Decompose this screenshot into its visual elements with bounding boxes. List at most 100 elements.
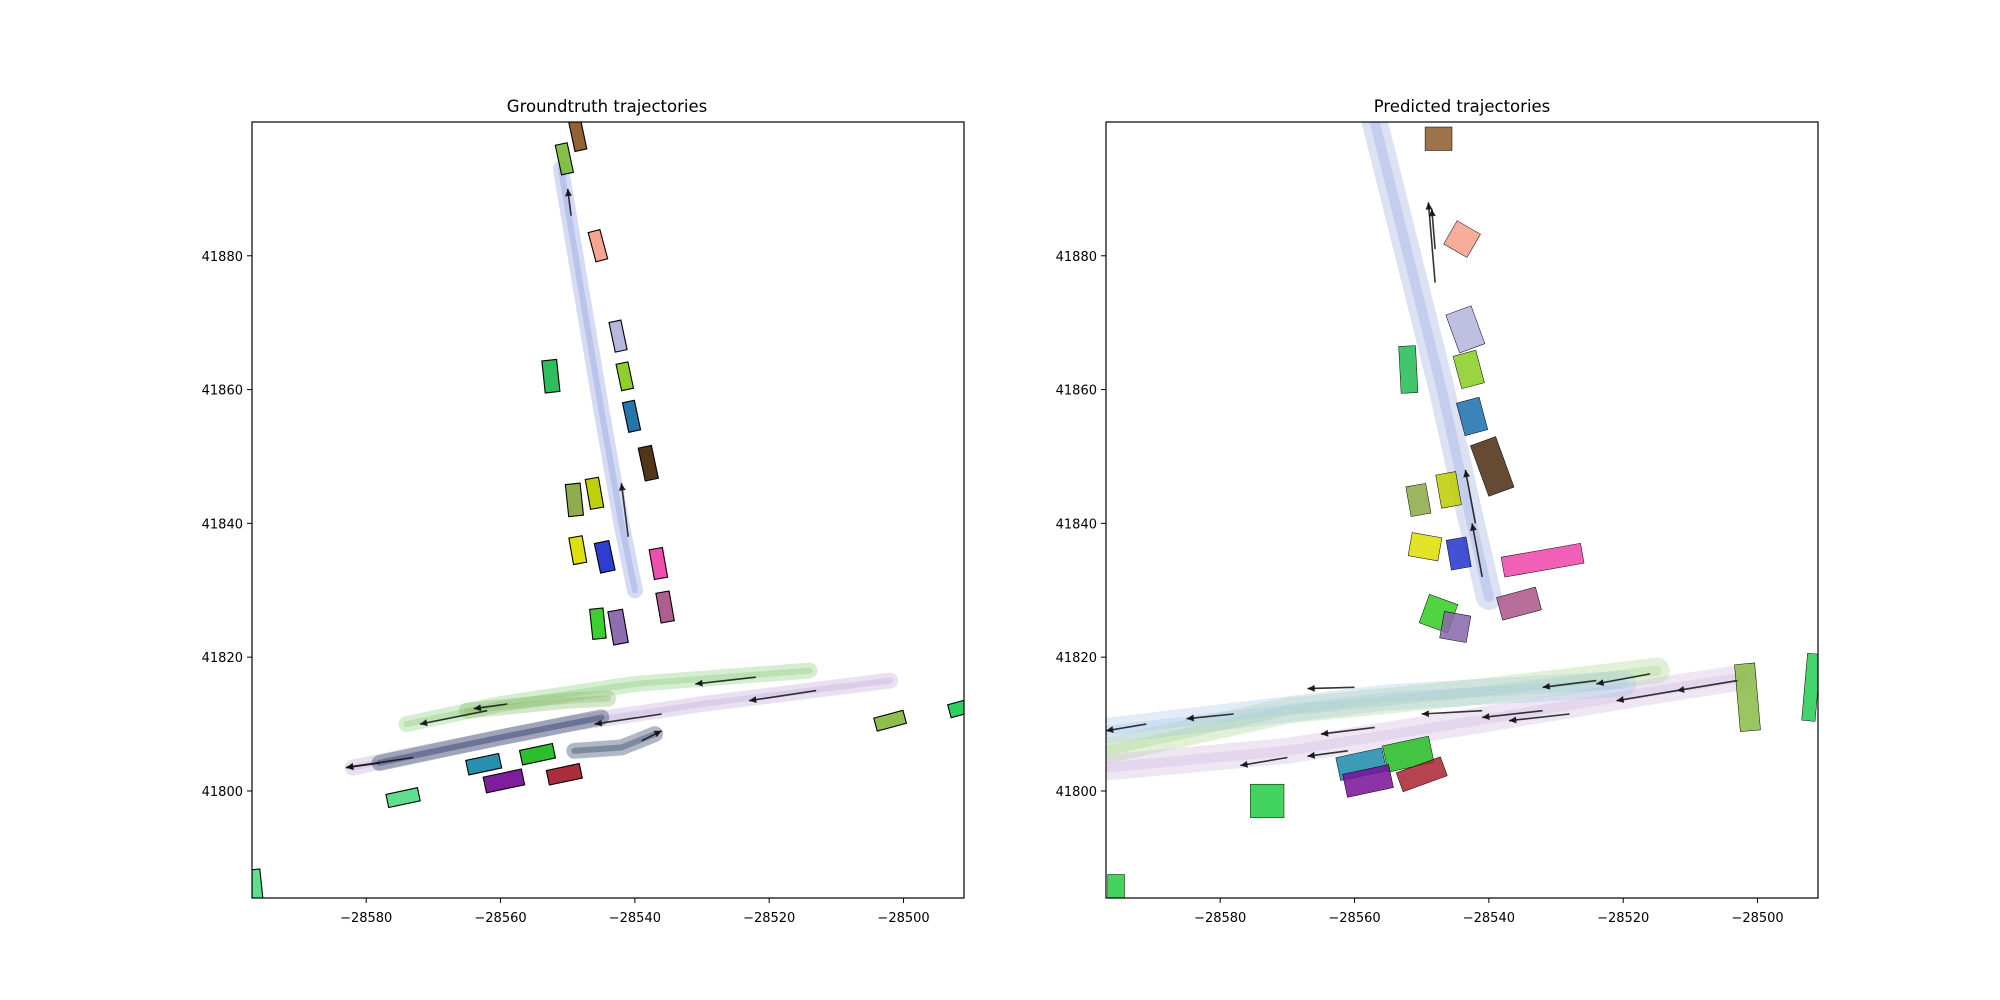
groundtruth-arrow-head — [473, 704, 482, 712]
predicted-arrow-head — [1307, 751, 1316, 759]
predicted-direction-arrow — [1482, 709, 1543, 719]
predicted-arrow-head — [1307, 684, 1315, 692]
groundtruth-arrow-head — [419, 719, 428, 727]
predicted-agent-box — [1500, 542, 1585, 578]
groundtruth-agent-box — [465, 752, 503, 776]
predicted-agent-box — [1439, 611, 1472, 643]
predicted-direction-arrow — [1676, 679, 1738, 692]
groundtruth-trajectory-core — [403, 667, 813, 728]
groundtruth-axis-ticks: −28580 −28560 −28540 −28520 −28500 41800 41820… — [202, 250, 930, 926]
predicted-arrow-head — [1542, 682, 1551, 690]
predicted-y-tick-label: 41860 — [1056, 384, 1097, 399]
predicted-direction-arrow — [1542, 679, 1597, 689]
predicted-x-tick-label: −28500 — [1731, 911, 1783, 926]
predicted-arrow-head — [1106, 726, 1114, 733]
groundtruth-agent-box — [564, 482, 585, 518]
groundtruth-arrow-head — [749, 696, 757, 703]
groundtruth-agent-box — [518, 742, 557, 766]
predicted-agent-box — [1250, 783, 1285, 819]
groundtruth-y-tick-label: 41800 — [202, 785, 243, 800]
groundtruth-agent-box — [648, 546, 669, 581]
predicted-agent-box — [1445, 536, 1472, 571]
groundtruth-axes-frame — [251, 121, 965, 899]
groundtruth-agent-box — [584, 476, 605, 510]
groundtruth-arrow-head — [695, 679, 703, 687]
groundtruth-trajectory-core — [376, 714, 605, 766]
groundtruth-agent-box — [587, 228, 609, 263]
groundtruth-agent-box — [615, 361, 635, 392]
groundtruth-trajectory-core — [349, 677, 894, 771]
groundtruth-agent-box — [607, 608, 629, 646]
predicted-x-tick-label: −28580 — [1194, 911, 1246, 926]
groundtruth-agent-box — [873, 709, 908, 732]
predicted-trajectory-core — [1106, 665, 1662, 756]
predicted-agent-box — [1424, 126, 1453, 151]
groundtruth-agent-box — [554, 142, 575, 176]
predicted-arrow-head — [1676, 686, 1685, 693]
groundtruth-agent-box — [621, 399, 642, 433]
predicted-arrow-head — [1596, 679, 1605, 686]
predicted-direction-arrow — [1616, 689, 1678, 702]
groundtruth-trajectory-core — [463, 695, 611, 714]
groundtruth-direction-arrow — [620, 483, 629, 537]
groundtruth-agent-box — [482, 768, 526, 794]
groundtruth-direction-arrow — [695, 676, 756, 685]
groundtruth-trajectory-band — [371, 709, 610, 771]
groundtruth-agent-box — [568, 122, 588, 153]
groundtruth-arrow-head — [565, 188, 572, 197]
predicted-direction-arrow — [1471, 523, 1483, 578]
predicted-x-tick-label: −28540 — [1463, 911, 1515, 926]
predicted-direction-arrow — [1307, 686, 1355, 690]
predicted-agent-box — [1107, 874, 1125, 898]
groundtruth-agent-box — [593, 539, 616, 574]
groundtruth-agent-box — [545, 762, 583, 786]
groundtruth-agent-box — [637, 444, 659, 482]
predicted-agent-box — [1452, 349, 1485, 390]
predicted-axes-frame — [1105, 121, 1819, 899]
predicted-agent-box — [1470, 436, 1515, 497]
groundtruth-trajectory-band — [566, 726, 663, 759]
groundtruth-direction-arrow — [748, 689, 817, 702]
groundtruth-agent-box — [589, 607, 607, 641]
groundtruth-y-tick-label: 41840 — [202, 517, 243, 532]
predicted-y-tick-label: 41880 — [1056, 250, 1097, 265]
predicted-arrow-head — [1320, 729, 1329, 737]
predicted-trajectory-band — [1106, 664, 1758, 781]
predicted-arrow-head — [1470, 523, 1477, 532]
groundtruth-arrow-head — [653, 730, 662, 738]
groundtruth-x-tick-label: −28520 — [743, 911, 795, 926]
groundtruth-trajectory-core — [558, 165, 638, 594]
predicted-arrow-head — [1463, 469, 1471, 478]
predicted-x-tick-label: −28520 — [1597, 911, 1649, 926]
groundtruth-direction-arrow — [419, 709, 488, 725]
predicted-arrow-head — [1482, 713, 1490, 720]
predicted-arrow-head — [1616, 696, 1625, 703]
predicted-arrow-head — [1186, 714, 1195, 722]
groundtruth-arrow-head — [618, 483, 626, 491]
predicted-direction-arrow — [1508, 713, 1570, 722]
predicted-agent-box — [1407, 532, 1443, 562]
groundtruth-title: Groundtruth trajectories — [507, 97, 707, 116]
predicted-agent-box — [1395, 756, 1448, 793]
groundtruth-trajectory-band — [344, 672, 899, 776]
predicted-direction-arrow — [1464, 469, 1477, 524]
groundtruth-x-tick-label: −28540 — [609, 911, 661, 926]
groundtruth-plot-area — [252, 122, 964, 898]
groundtruth-arrow-head — [594, 719, 603, 727]
predicted-arrow-head — [1425, 202, 1433, 210]
predicted-agent-box — [1456, 396, 1489, 436]
predicted-arrow-head — [1240, 760, 1248, 768]
predicted-agent-box — [1435, 471, 1462, 509]
groundtruth-x-tick-label: −28500 — [877, 911, 929, 926]
groundtruth-arrow-head — [346, 763, 354, 770]
groundtruth-x-tick-label: −28560 — [474, 911, 526, 926]
predicted-agent-box — [1398, 345, 1419, 394]
predicted-y-tick-label: 41820 — [1056, 651, 1097, 666]
predicted-x-tick-label: −28560 — [1328, 911, 1380, 926]
groundtruth-agent-box — [252, 868, 264, 898]
predicted-trajectory-core — [1106, 672, 1750, 773]
predicted-agent-box — [1496, 586, 1542, 621]
predicted-agent-box — [1445, 305, 1486, 354]
predicted-agent-box — [1734, 662, 1761, 732]
predicted-agent-box — [1405, 483, 1432, 517]
